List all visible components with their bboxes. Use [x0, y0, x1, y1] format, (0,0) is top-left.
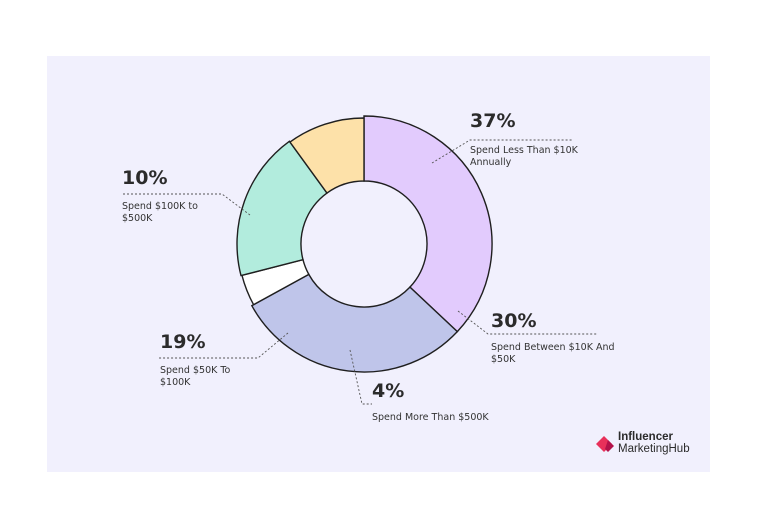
- donut-slice-1: [250, 273, 459, 373]
- donut-slice-4: [288, 117, 365, 195]
- slice-label-0-line1: Spend Less Than $10K: [470, 145, 579, 156]
- donut-slice-3: [236, 140, 328, 277]
- donut-slice-0: [363, 115, 493, 333]
- slice-label-3-line1: Spend $50K To: [160, 365, 231, 376]
- leader-line-0: [431, 139, 572, 164]
- slice-label-1-line2: $50K: [491, 354, 516, 365]
- leader-line-4: [122, 193, 251, 216]
- slice-percent-1: 30%: [491, 310, 536, 332]
- slice-percent-4: 10%: [122, 167, 167, 189]
- slice-percent-2: 4%: [372, 380, 404, 402]
- leader-line-1: [457, 310, 598, 335]
- slice-percent-3: 19%: [160, 331, 205, 353]
- leader-line-3: [158, 332, 289, 359]
- slice-label-4-line1: Spend $100K to: [122, 201, 198, 212]
- slice-label-2: Spend More Than $500K: [372, 412, 489, 423]
- logo-text-line2: MarketingHub: [618, 443, 690, 455]
- slices-group: [236, 115, 493, 373]
- slice-label-0-line2: Annually: [470, 157, 512, 168]
- influencer-marketing-hub-logo: Influencer MarketingHub: [596, 431, 706, 457]
- slice-label-3-line2: $100K: [160, 377, 191, 388]
- slice-percent-0: 37%: [470, 110, 515, 132]
- leader-line-2: [349, 349, 372, 405]
- slice-label-1-line1: Spend Between $10K And: [491, 342, 615, 353]
- logo-diamond-icon: [596, 436, 614, 452]
- slice-label-4-line2: $500K: [122, 213, 153, 224]
- logo-text-line1: Influencer: [618, 431, 673, 443]
